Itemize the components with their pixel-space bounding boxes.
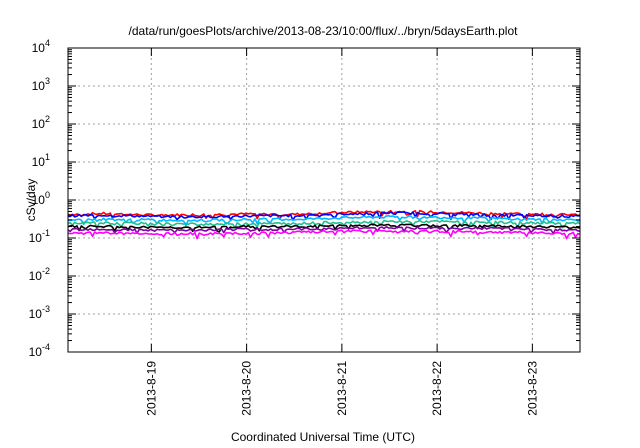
y-tick-label: 100	[32, 190, 50, 207]
grid-lines	[68, 48, 580, 352]
x-tick-label: 2013-8-20	[240, 361, 254, 416]
x-tick-label: 2013-8-19	[144, 361, 158, 416]
y-axis-label: cSv/day	[24, 179, 38, 222]
y-tick-label: 101	[32, 152, 50, 169]
y-tick-label: 10-2	[29, 266, 50, 283]
series-line	[67, 223, 581, 233]
series-line	[67, 229, 581, 240]
x-tick-label: 2013-8-22	[430, 361, 444, 416]
x-tick-label: 2013-8-23	[525, 361, 539, 416]
chart-title: /data/run/goesPlots/archive/2013-08-23/1…	[129, 24, 519, 38]
y-tick-label: 102	[32, 114, 50, 131]
y-tick-label: 10-1	[29, 228, 50, 245]
y-tick-label: 10-4	[29, 342, 50, 359]
series-lines	[67, 209, 581, 240]
x-tick-label: 2013-8-21	[335, 361, 349, 416]
y-tick-label: 10-3	[29, 304, 50, 321]
series-line	[67, 225, 581, 235]
x-ticks: 2013-8-19 2013-8-20 2013-8-21 2013-8-22 2013…	[144, 48, 539, 416]
x-axis-label: Coordinated Universal Time (UTC)	[231, 430, 415, 444]
series-line	[67, 215, 581, 227]
y-tick-label: 103	[32, 76, 50, 93]
series-line	[67, 219, 581, 229]
series-line	[67, 211, 581, 221]
y-tick-label: 104	[32, 38, 50, 55]
